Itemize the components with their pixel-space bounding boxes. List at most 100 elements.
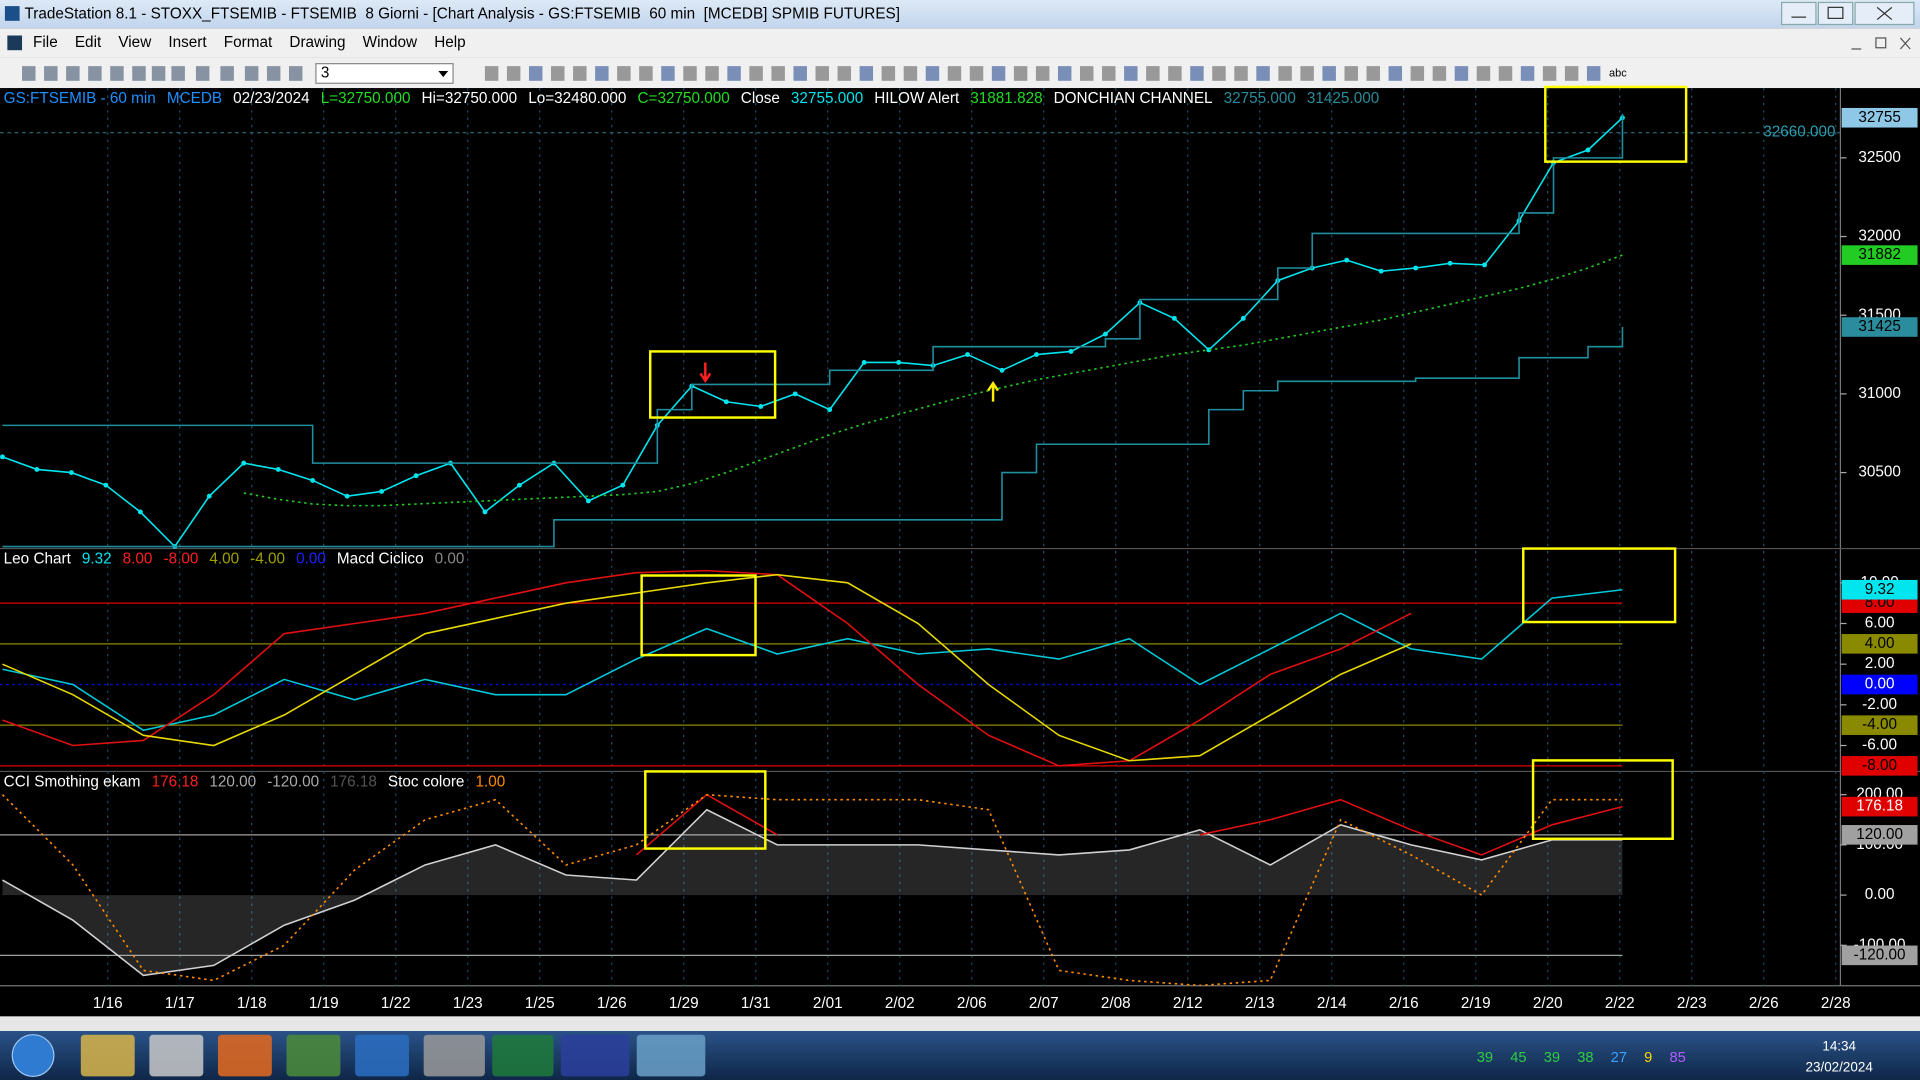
tool-icon[interactable] — [705, 66, 719, 81]
scroll-bar[interactable] — [0, 1016, 1920, 1032]
menu-item[interactable]: Help — [434, 34, 465, 51]
tool-icon[interactable] — [151, 66, 166, 81]
tool-icon[interactable] — [1432, 66, 1447, 81]
tool-icon[interactable] — [793, 66, 807, 81]
tool-icon[interactable] — [1013, 66, 1028, 81]
tool-icon[interactable] — [66, 66, 80, 81]
tool-icon[interactable] — [1057, 66, 1072, 81]
tool-icon[interactable] — [1476, 66, 1491, 81]
clock-time: 14:34 — [1822, 1039, 1856, 1054]
tool-icon[interactable] — [1080, 66, 1094, 81]
tool-icon[interactable] — [1520, 66, 1535, 81]
tool-icon[interactable] — [1564, 66, 1579, 81]
mdi-buttons[interactable] — [1851, 37, 1911, 50]
tool-icon[interactable] — [1278, 66, 1292, 81]
tool-icon[interactable] — [1168, 66, 1182, 81]
tool-icon[interactable] — [266, 66, 281, 81]
tool-icon[interactable] — [1410, 66, 1425, 81]
menu-item[interactable]: View — [118, 34, 152, 51]
tool-icon[interactable] — [22, 66, 36, 81]
tool-icon[interactable] — [859, 66, 874, 81]
tool-icon[interactable] — [288, 66, 303, 81]
x-tick-label: 1/25 — [525, 995, 555, 1012]
point — [0, 454, 5, 460]
tool-icon[interactable] — [1102, 66, 1116, 81]
taskbar-apps[interactable] — [80, 1034, 706, 1077]
tool-icon[interactable] — [969, 66, 984, 81]
text-tool[interactable]: abc — [1609, 67, 1627, 79]
tool-icon[interactable] — [1322, 66, 1336, 81]
tool-icon[interactable] — [528, 66, 543, 81]
tool-icon[interactable] — [771, 66, 785, 81]
header-text: 0.00 — [435, 551, 465, 568]
tool-icon[interactable] — [1300, 66, 1314, 81]
header-text: 120.00 — [209, 773, 256, 790]
tray-number: 38 — [1577, 1050, 1593, 1066]
start-button[interactable] — [11, 1034, 55, 1077]
tool-icon[interactable] — [110, 66, 124, 81]
tool-icon[interactable] — [195, 66, 210, 81]
tool-icon[interactable] — [244, 66, 259, 81]
tool-icon[interactable] — [132, 66, 146, 81]
tool-icon[interactable] — [1586, 66, 1601, 81]
tool-icon[interactable] — [1344, 66, 1358, 81]
tool-icon[interactable] — [595, 66, 609, 81]
menu-item[interactable]: File — [33, 34, 58, 51]
menu-item[interactable]: Edit — [75, 34, 102, 51]
tool-icon[interactable] — [1212, 66, 1226, 81]
tool-icon[interactable] — [484, 66, 499, 81]
pane-plot — [0, 793, 1623, 986]
tool-icon[interactable] — [1454, 66, 1469, 81]
tool-icon[interactable] — [727, 66, 741, 81]
level-label: 0.00 — [1865, 676, 1895, 693]
tool-icon[interactable] — [1234, 66, 1248, 81]
combo-box[interactable] — [315, 63, 454, 84]
point — [1068, 348, 1074, 354]
tool-icon[interactable] — [749, 66, 763, 81]
tool-icon[interactable] — [617, 66, 631, 81]
tool-icon[interactable] — [947, 66, 962, 81]
tool-icon[interactable] — [44, 66, 58, 81]
x-tick-label: 2/12 — [1173, 995, 1203, 1012]
tool-icon[interactable] — [881, 66, 896, 81]
x-tick-label: 1/26 — [597, 995, 627, 1012]
tool-icon[interactable] — [1146, 66, 1160, 81]
tool-icon[interactable] — [1256, 66, 1270, 81]
tool-icon[interactable] — [1190, 66, 1204, 81]
tool-icon[interactable] — [815, 66, 829, 81]
tool-icon[interactable] — [506, 66, 521, 81]
point — [137, 509, 143, 515]
tool-icon[interactable] — [171, 66, 185, 81]
tool-icon[interactable] — [573, 66, 587, 81]
tool-icon[interactable] — [903, 66, 918, 81]
tool-icon[interactable] — [991, 66, 1006, 81]
tool-icon[interactable] — [1366, 66, 1380, 81]
tool-icon[interactable] — [1035, 66, 1050, 81]
point — [379, 489, 385, 494]
tray-number: 45 — [1510, 1050, 1526, 1066]
menu-item[interactable]: Format — [224, 34, 273, 51]
point — [482, 509, 488, 515]
tray-number: 85 — [1669, 1050, 1685, 1066]
window-buttons[interactable] — [1781, 1, 1915, 26]
tool-icon[interactable] — [925, 66, 940, 81]
tool-icon[interactable] — [683, 66, 697, 81]
menu-item[interactable]: Drawing — [289, 34, 345, 51]
tool-icon[interactable] — [1542, 66, 1557, 81]
tool-icon[interactable] — [88, 66, 102, 81]
menu-item[interactable]: Window — [363, 34, 418, 51]
tool-icon[interactable] — [220, 66, 234, 81]
tool-icon[interactable] — [639, 66, 653, 81]
tool-icon[interactable] — [1124, 66, 1138, 81]
tool-icon[interactable] — [1388, 66, 1403, 81]
chart-area — [0, 88, 1920, 1017]
point — [1413, 265, 1419, 271]
tool-icon[interactable] — [551, 66, 565, 81]
header-text: C=32750.000 — [637, 90, 729, 107]
header-text: Hi=32750.000 — [421, 90, 517, 107]
tool-icon[interactable] — [661, 66, 675, 81]
x-tick-label: 2/22 — [1605, 995, 1635, 1012]
tool-icon[interactable] — [1498, 66, 1513, 81]
menu-item[interactable]: Insert — [168, 34, 207, 51]
tool-icon[interactable] — [837, 66, 852, 81]
